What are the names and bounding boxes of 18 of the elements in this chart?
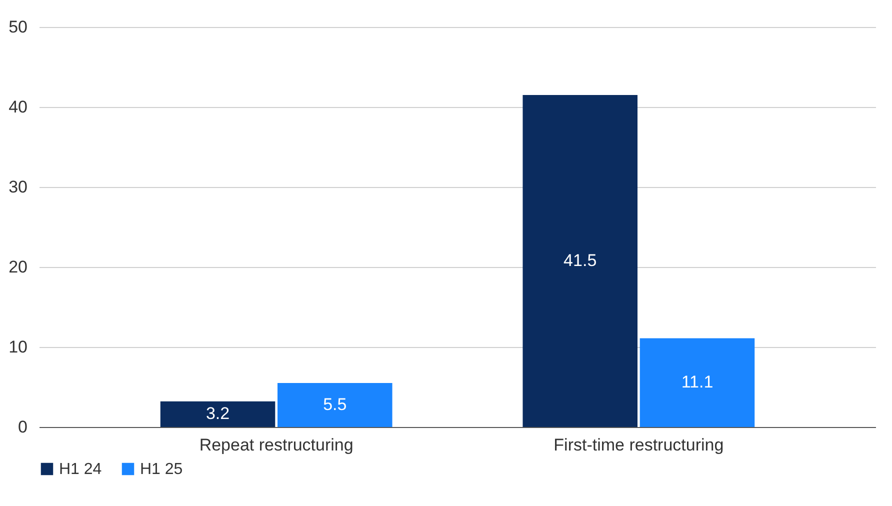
bar	[640, 338, 755, 427]
bar	[522, 95, 638, 427]
y-tick-label: 20	[8, 258, 28, 276]
y-tick-label: 10	[8, 338, 28, 356]
x-tick-label: Repeat restructuring	[199, 436, 354, 454]
data-label: 3.2	[206, 404, 230, 424]
bar	[278, 383, 392, 427]
legend-label: H1 25	[140, 461, 183, 478]
data-label: 11.1	[681, 372, 714, 392]
y-tick-label: 30	[8, 178, 28, 196]
x-tick-label: First-time restructuring	[554, 436, 724, 454]
y-tick-label: 40	[8, 98, 28, 116]
data-label: 5.5	[323, 395, 347, 414]
y-tick-label: 0	[18, 418, 28, 436]
data-label: 41.5	[564, 251, 597, 270]
legend-label: H1 24	[59, 461, 102, 478]
bar	[160, 401, 276, 427]
y-tick-label: 50	[8, 18, 28, 36]
